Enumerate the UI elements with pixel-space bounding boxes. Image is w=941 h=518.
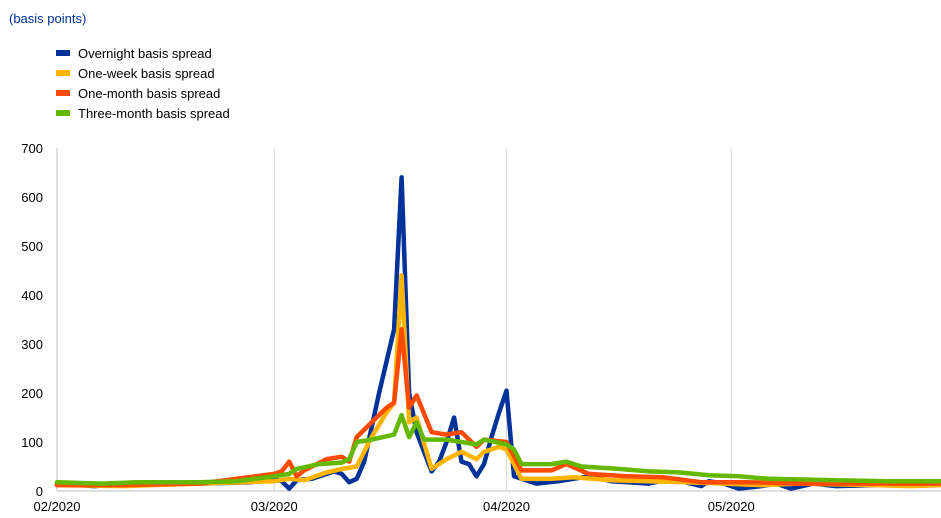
legend-label-one-week: One-week basis spread — [78, 65, 215, 81]
legend-swatch-one-month — [56, 90, 70, 96]
legend-item-one-month: One-month basis spread — [56, 84, 230, 102]
legend-label-one-month: One-month basis spread — [78, 85, 221, 101]
y-tick-label: 700 — [21, 141, 43, 156]
legend-item-one-week: One-week basis spread — [56, 64, 230, 82]
x-tick-label: 02/2020 — [34, 499, 81, 514]
y-tick-label: 500 — [21, 239, 43, 254]
legend-label-three-month: Three-month basis spread — [78, 105, 230, 121]
legend: Overnight basis spread One-week basis sp… — [56, 44, 230, 124]
x-tick-label: 05/2020 — [708, 499, 755, 514]
series-line-4 — [54, 412, 941, 486]
y-tick-label: 600 — [21, 190, 43, 205]
y-tick-label: 400 — [21, 288, 43, 303]
series-line-2 — [54, 273, 941, 489]
legend-item-overnight: Overnight basis spread — [56, 44, 230, 62]
x-tick-label: 03/2020 — [251, 499, 298, 514]
legend-swatch-three-month — [56, 110, 70, 116]
y-tick-label: 100 — [21, 435, 43, 450]
y-tick-label: 300 — [21, 337, 43, 352]
legend-swatch-one-week — [56, 70, 70, 76]
y-tick-label: 0 — [36, 484, 43, 499]
legend-swatch-overnight — [56, 50, 70, 56]
legend-label-overnight: Overnight basis spread — [78, 45, 212, 61]
x-tick-label: 04/2020 — [483, 499, 530, 514]
y-tick-label: 200 — [21, 386, 43, 401]
legend-item-three-month: Three-month basis spread — [56, 104, 230, 122]
units-label: (basis points) — [9, 11, 87, 26]
